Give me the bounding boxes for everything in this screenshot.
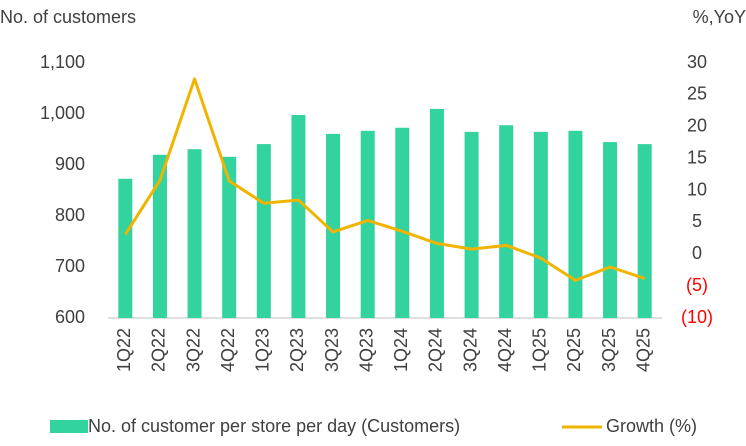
- y2-axis-label: %,YoY: [693, 7, 746, 27]
- x-tick-label: 2Q22: [149, 328, 169, 372]
- y2-tick-label: 10: [687, 179, 707, 199]
- x-tick-label: 4Q25: [633, 328, 653, 372]
- bar: [499, 125, 514, 318]
- legend-label: No. of customer per store per day (Custo…: [88, 416, 460, 436]
- y-tick-label: 700: [55, 256, 85, 276]
- x-tick-label: 3Q25: [599, 328, 619, 372]
- y-axis-label: No. of customers: [0, 7, 136, 27]
- bar: [360, 130, 375, 318]
- bar: [152, 154, 167, 318]
- x-tick-label: 4Q22: [218, 328, 238, 372]
- bar: [603, 142, 618, 318]
- y2-tick-label: (10): [681, 307, 713, 327]
- bar: [256, 144, 271, 318]
- x-tick-label: 3Q24: [460, 328, 480, 372]
- bar: [222, 156, 237, 318]
- x-tick-label: 1Q25: [530, 328, 550, 372]
- bar: [118, 178, 133, 318]
- x-tick-label: 3Q22: [183, 328, 203, 372]
- x-tick-label: 2Q25: [564, 328, 584, 372]
- x-tick-label: 4Q24: [495, 328, 515, 372]
- y2-tick-label: 15: [687, 147, 707, 167]
- bar: [187, 149, 202, 318]
- x-tick-label: 1Q23: [253, 328, 273, 372]
- y2-tick-label: 20: [687, 116, 707, 136]
- y-tick-label: 1,100: [40, 52, 85, 72]
- x-tick-label: 3Q23: [322, 328, 342, 372]
- bar: [533, 131, 548, 318]
- y2-tick-label: 0: [692, 243, 702, 263]
- y-tick-label: 900: [55, 154, 85, 174]
- bar: [637, 144, 652, 318]
- y-tick-label: 800: [55, 205, 85, 225]
- y-tick-label: 600: [55, 307, 85, 327]
- y-tick-label: 1,000: [40, 103, 85, 123]
- bar: [395, 127, 410, 319]
- y2-tick-label: (5): [686, 275, 708, 295]
- bar: [291, 115, 306, 319]
- y2-tick-label: 25: [687, 84, 707, 104]
- x-tick-label: 2Q23: [287, 328, 307, 372]
- bar: [464, 131, 479, 318]
- legend-label: Growth (%): [606, 416, 697, 436]
- y2-tick-label: 30: [687, 52, 707, 72]
- x-tick-label: 1Q22: [114, 328, 134, 372]
- bar: [429, 108, 444, 319]
- y2-tick-label: 5: [692, 211, 702, 231]
- x-tick-label: 1Q24: [391, 328, 411, 372]
- bar: [326, 133, 341, 318]
- x-tick-label: 4Q23: [356, 328, 376, 372]
- line: [124, 77, 646, 282]
- bar: [568, 130, 583, 318]
- legend-swatch: [50, 420, 88, 433]
- x-tick-label: 2Q24: [426, 328, 446, 372]
